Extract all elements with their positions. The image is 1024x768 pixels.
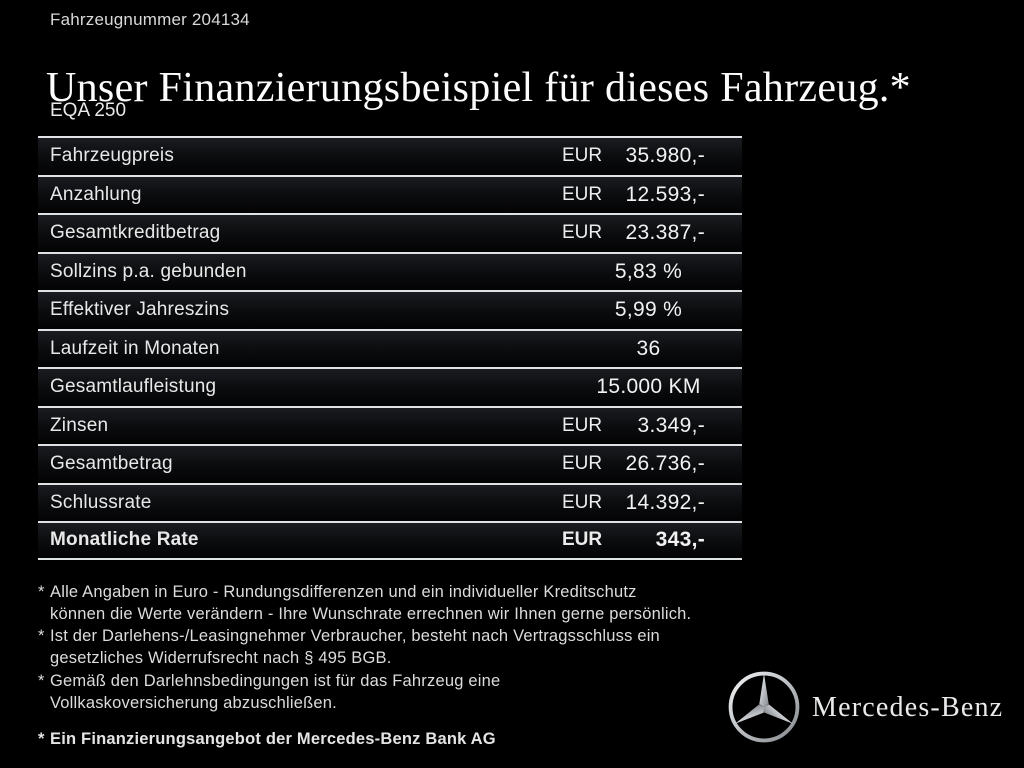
currency-label: EUR <box>562 222 603 244</box>
footnote-financing-offer: * Ein Finanzierungsangebot der Mercedes-… <box>38 729 768 751</box>
table-row: Fahrzeugpreis EUR 35.980,- <box>38 136 742 175</box>
table-row: Gesamtlaufleistung 15.000 KM <box>38 367 742 406</box>
mercedes-star-icon <box>728 671 800 743</box>
footnote-text: Ist der Darlehens-/Leasingnehmer Verbrau… <box>50 627 660 668</box>
row-value: 35.980,- <box>625 144 705 168</box>
asterisk-marker: * <box>38 671 45 690</box>
row-value: 14.392,- <box>625 490 705 514</box>
asterisk-marker: * <box>38 627 45 646</box>
footnote: * Alle Angaben in Euro - Rundungsdiffere… <box>38 582 768 625</box>
row-label: Gesamtlaufleistung <box>50 376 217 398</box>
footnote-text: Gemäß den Darlehnsbedingungen ist für da… <box>50 671 501 712</box>
mercedes-benz-wordmark: Mercedes-Benz <box>812 692 1004 723</box>
row-value-zone: EUR 3.349,- <box>555 414 742 438</box>
table-row: Gesamtbetrag EUR 26.736,- <box>38 444 742 483</box>
finance-table: Fahrzeugpreis EUR 35.980,- Anzahlung EUR… <box>38 136 742 560</box>
footnotes-section: * Alle Angaben in Euro - Rundungsdiffere… <box>38 582 768 752</box>
row-value: 26.736,- <box>625 452 705 476</box>
row-value-zone: 5,83 % <box>555 260 742 284</box>
footnote-text: Alle Angaben in Euro - Rundungsdifferenz… <box>50 583 692 623</box>
table-row: Zinsen EUR 3.349,- <box>38 405 742 444</box>
table-row: Gesamtkreditbetrag EUR 23.387,- <box>38 213 742 252</box>
row-label: Monatliche Rate <box>50 529 199 551</box>
currency-label: EUR <box>562 453 603 475</box>
row-value: 12.593,- <box>625 182 705 206</box>
row-label: Gesamtkreditbetrag <box>50 222 221 244</box>
table-row: Effektiver Jahreszins 5,99 % <box>38 290 742 329</box>
currency-label: EUR <box>562 529 603 551</box>
table-row: Schlussrate EUR 14.392,- <box>38 482 742 521</box>
row-value-zone: EUR 26.736,- <box>555 452 742 476</box>
row-value-zone: EUR 23.387,- <box>555 221 742 245</box>
row-value: 15.000 KM <box>596 375 701 399</box>
footnote: * Ist der Darlehens-/Leasingnehmer Verbr… <box>38 626 768 669</box>
currency-label: EUR <box>562 491 603 513</box>
table-row: Laufzeit in Monaten 36 <box>38 328 742 367</box>
vehicle-number: Fahrzeugnummer 204134 <box>50 10 250 29</box>
currency-label: EUR <box>562 145 603 167</box>
model-name: EQA 250 <box>50 100 127 121</box>
row-value-zone: 5,99 % <box>555 298 742 322</box>
row-value: 23.387,- <box>625 221 705 245</box>
row-label: Schlussrate <box>50 491 152 513</box>
table-row-monthly-rate: Monatliche Rate EUR 343,- <box>38 521 742 560</box>
row-value-zone: 36 <box>555 337 742 361</box>
row-value-zone: EUR 35.980,- <box>555 144 742 168</box>
row-value-zone: 15.000 KM <box>555 375 742 399</box>
table-row: Anzahlung EUR 12.593,- <box>38 174 742 213</box>
row-value: 36 <box>636 336 661 360</box>
footnote-text: Ein Finanzierungsangebot der Mercedes-Be… <box>50 730 496 749</box>
row-label: Laufzeit in Monaten <box>50 337 220 359</box>
row-label: Zinsen <box>50 414 109 436</box>
page-title: Unser Finanzierungsbeispiel für dieses F… <box>46 65 911 112</box>
row-value: 343,- <box>655 528 705 552</box>
row-label: Fahrzeugpreis <box>50 145 175 167</box>
row-value: 5,99 % <box>614 298 683 322</box>
row-value: 5,83 % <box>614 259 683 283</box>
table-row: Sollzins p.a. gebunden 5,83 % <box>38 251 742 290</box>
footnote: * Gemäß den Darlehnsbedingungen ist für … <box>38 671 768 714</box>
row-label: Gesamtbetrag <box>50 453 173 475</box>
row-value-zone: EUR 12.593,- <box>555 183 742 207</box>
row-label: Effektiver Jahreszins <box>50 299 230 321</box>
asterisk-marker: * <box>38 583 45 601</box>
currency-label: EUR <box>562 183 603 205</box>
row-label: Anzahlung <box>50 183 142 205</box>
row-label: Sollzins p.a. gebunden <box>50 260 247 282</box>
row-value-zone: EUR 14.392,- <box>555 491 742 515</box>
row-value: 3.349,- <box>637 413 705 437</box>
asterisk-marker: * <box>38 730 45 749</box>
row-value-zone: EUR 343,- <box>555 528 742 552</box>
currency-label: EUR <box>562 414 603 436</box>
